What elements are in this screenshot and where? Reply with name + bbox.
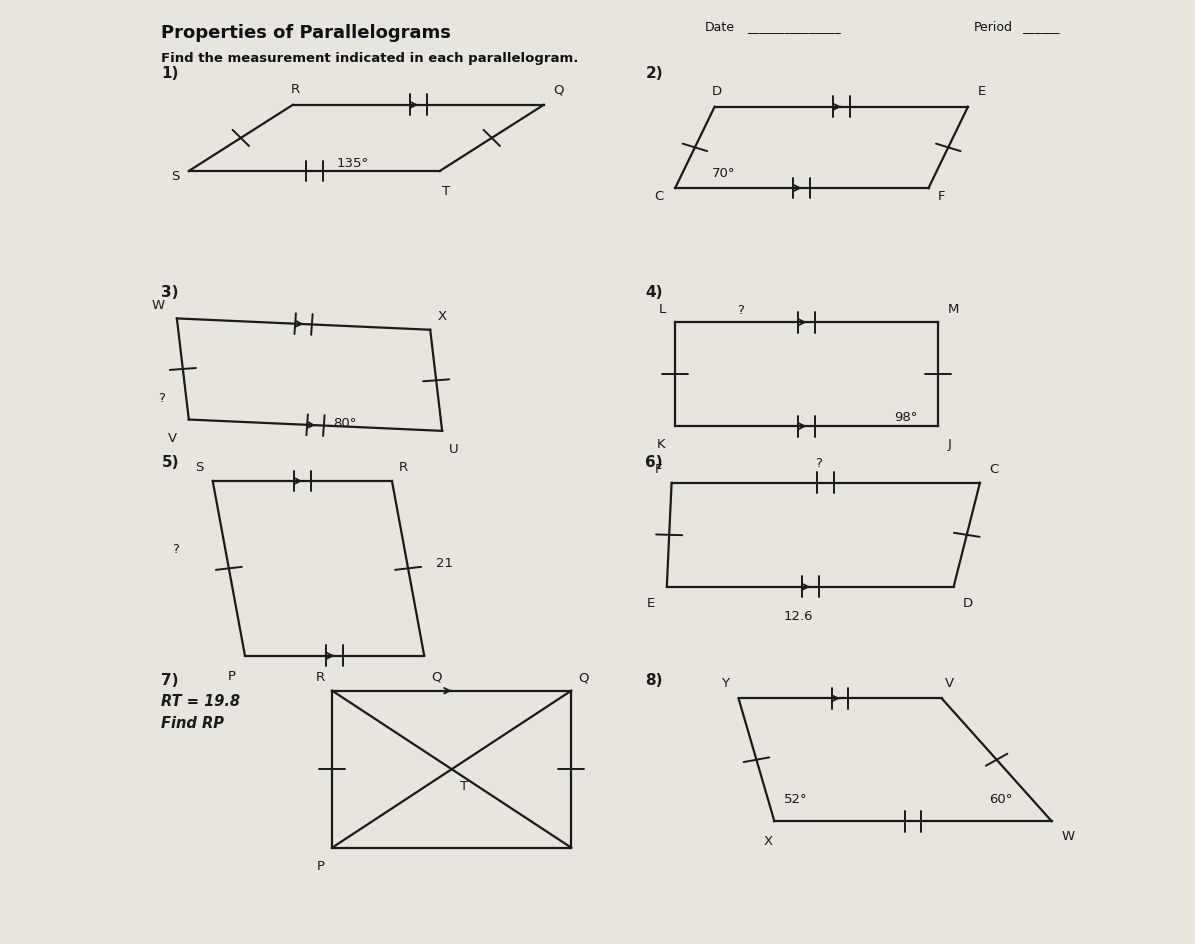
- Text: M: M: [948, 302, 960, 315]
- Text: 5): 5): [161, 455, 179, 470]
- Text: ?: ?: [172, 542, 179, 555]
- Text: S: S: [171, 170, 179, 183]
- Text: F: F: [655, 463, 662, 476]
- Text: W: W: [1061, 829, 1074, 842]
- Text: Date: Date: [705, 21, 735, 34]
- Text: X: X: [437, 310, 447, 323]
- Text: R: R: [290, 83, 300, 96]
- Text: Q: Q: [578, 670, 589, 683]
- Text: 60°: 60°: [988, 792, 1012, 805]
- Text: D: D: [963, 597, 973, 610]
- Text: K: K: [657, 438, 666, 451]
- Text: ?: ?: [737, 303, 744, 316]
- Text: 3): 3): [161, 285, 179, 300]
- Text: C: C: [654, 190, 663, 203]
- Text: J: J: [948, 438, 951, 451]
- Text: Period: Period: [974, 21, 1013, 34]
- Text: 7): 7): [161, 672, 179, 687]
- Text: V: V: [945, 676, 955, 689]
- Text: E: E: [978, 85, 986, 98]
- Text: Properties of Parallelograms: Properties of Parallelograms: [161, 24, 452, 42]
- Text: 21: 21: [436, 556, 453, 569]
- Text: RT = 19.8: RT = 19.8: [161, 693, 240, 708]
- Text: 1): 1): [161, 66, 179, 81]
- Text: C: C: [989, 463, 999, 476]
- Text: X: X: [764, 834, 773, 848]
- Text: S: S: [195, 461, 203, 474]
- Text: 80°: 80°: [332, 416, 356, 430]
- Text: T: T: [442, 185, 449, 198]
- Text: T: T: [460, 779, 467, 792]
- Text: 12.6: 12.6: [784, 609, 813, 622]
- Text: Find RP: Find RP: [161, 716, 225, 731]
- Text: V: V: [167, 431, 177, 445]
- Text: 70°: 70°: [712, 166, 736, 179]
- Text: Y: Y: [721, 676, 729, 689]
- Text: P: P: [317, 859, 325, 872]
- Text: Find the measurement indicated in each parallelogram.: Find the measurement indicated in each p…: [161, 52, 578, 65]
- Text: 135°: 135°: [337, 157, 368, 170]
- Text: W: W: [152, 298, 165, 312]
- Text: R: R: [399, 461, 409, 474]
- Text: ______: ______: [1022, 21, 1059, 34]
- Text: U: U: [449, 443, 459, 456]
- Text: Q: Q: [553, 83, 564, 96]
- Text: ?: ?: [815, 456, 822, 469]
- Text: 8): 8): [645, 672, 663, 687]
- Text: F: F: [938, 190, 945, 203]
- Text: 4): 4): [645, 285, 663, 300]
- Text: P: P: [227, 669, 235, 683]
- Text: 52°: 52°: [784, 792, 808, 805]
- Text: 98°: 98°: [894, 410, 918, 423]
- Text: ?: ?: [158, 391, 165, 404]
- Text: _______________: _______________: [747, 21, 840, 34]
- Text: L: L: [658, 302, 666, 315]
- Text: D: D: [712, 85, 722, 98]
- Text: 2): 2): [645, 66, 663, 81]
- Text: 6): 6): [645, 455, 663, 470]
- Text: R: R: [315, 670, 325, 683]
- Text: E: E: [646, 597, 655, 610]
- Text: Q: Q: [431, 669, 442, 683]
